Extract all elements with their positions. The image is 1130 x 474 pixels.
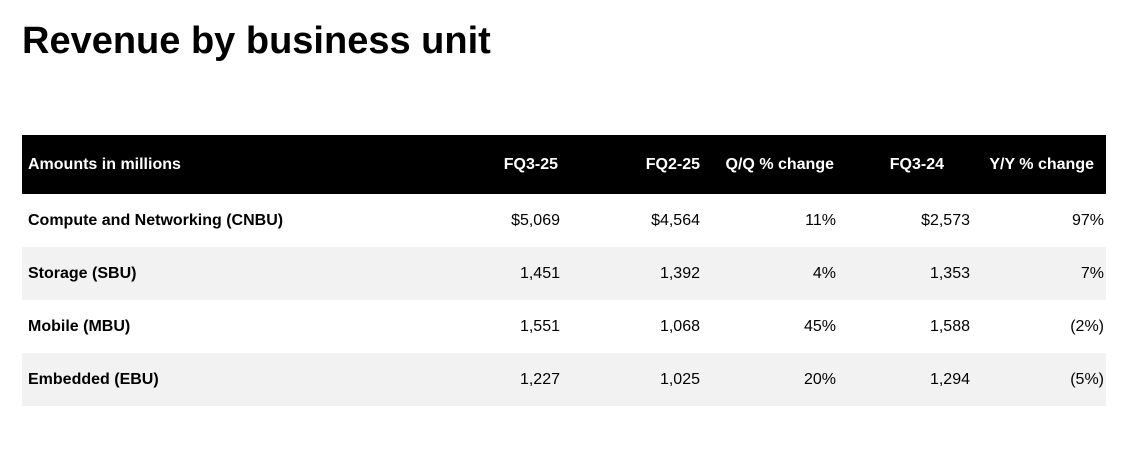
row-label: Storage (SBU) [28,264,137,282]
row-label: Embedded (EBU) [28,370,159,388]
cell-fq3-25: 1,451 [519,264,560,282]
cell-yy-change: 7% [1080,264,1104,282]
cell-fq3-24: 1,588 [929,317,970,335]
cell-fq3-24: $2,573 [921,211,970,229]
cell-qq-change: 4% [812,264,836,282]
row-label: Compute and Networking (CNBU) [28,211,284,229]
header-yy-change: Y/Y % change [989,155,1094,173]
header-amounts-in-millions: Amounts in millions [28,155,181,173]
cell-yy-change: 97% [1071,211,1104,229]
cell-fq3-25: 1,551 [519,317,560,335]
cell-qq-change: 45% [803,317,836,335]
cell-fq2-25: $4,564 [651,211,700,229]
cell-fq3-24: 1,294 [929,370,970,388]
cell-fq2-25: 1,068 [659,317,700,335]
cell-yy-change: (5%) [1070,370,1104,388]
table-header-row: Amounts in millions FQ3-25 FQ2-25 Q/Q % … [22,135,1106,194]
cell-yy-change: (2%) [1070,317,1104,335]
cell-fq2-25: 1,392 [659,264,700,282]
table-row-cnbu: Compute and Networking (CNBU) $5,069 $4,… [22,194,1106,247]
header-fq2-25: FQ2-25 [645,155,700,173]
revenue-table: Amounts in millions FQ3-25 FQ2-25 Q/Q % … [22,135,1106,406]
page-title: Revenue by business unit [22,20,491,62]
header-qq-change: Q/Q % change [725,155,834,173]
table-row-sbu: Storage (SBU) 1,451 1,392 4% 1,353 7% [22,247,1106,300]
table-row-mbu: Mobile (MBU) 1,551 1,068 45% 1,588 (2%) [22,300,1106,353]
table-row-ebu: Embedded (EBU) 1,227 1,025 20% 1,294 (5%… [22,353,1106,406]
cell-fq3-25: $5,069 [511,211,560,229]
header-fq3-25: FQ3-25 [503,155,558,173]
row-label: Mobile (MBU) [28,317,131,335]
cell-qq-change: 11% [805,211,836,229]
cell-fq3-24: 1,353 [929,264,970,282]
cell-fq3-25: 1,227 [519,370,560,388]
cell-qq-change: 20% [803,370,836,388]
header-fq3-24: FQ3-24 [889,155,944,173]
cell-fq2-25: 1,025 [659,370,700,388]
